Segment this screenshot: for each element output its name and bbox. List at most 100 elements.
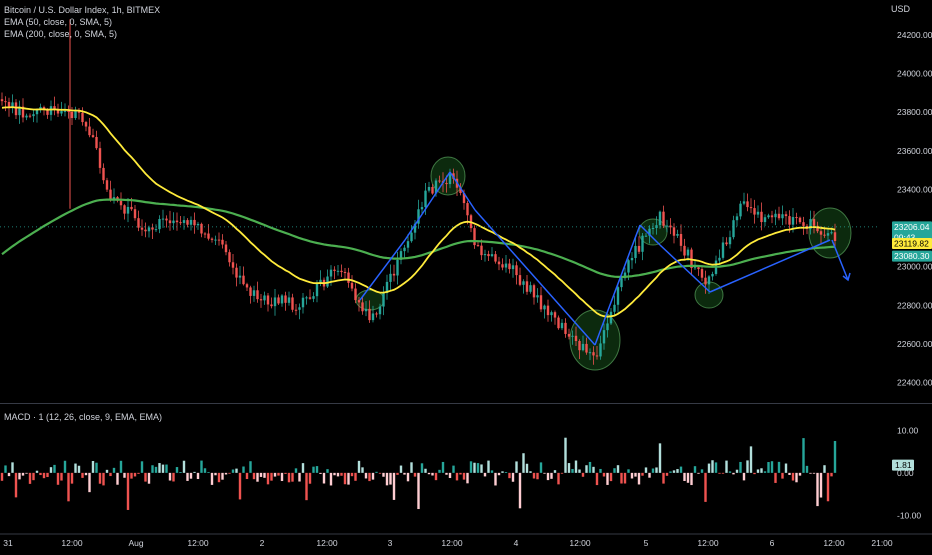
- macd-bar[interactable]: [361, 467, 364, 473]
- candle-down[interactable]: [200, 223, 203, 234]
- macd-bar[interactable]: [592, 466, 595, 473]
- macd-bar[interactable]: [224, 472, 228, 475]
- candle-down[interactable]: [462, 193, 466, 204]
- macd-bar[interactable]: [581, 472, 585, 477]
- macd-bar[interactable]: [599, 468, 602, 473]
- macd-bar[interactable]: [333, 472, 336, 476]
- macd-bar[interactable]: [543, 472, 546, 474]
- macd-bar[interactable]: [805, 465, 809, 473]
- macd-bar[interactable]: [245, 472, 249, 480]
- macd-bar[interactable]: [445, 472, 448, 475]
- candle-up[interactable]: [809, 219, 812, 229]
- macd-bar[interactable]: [760, 468, 763, 473]
- macd-bar[interactable]: [424, 468, 427, 473]
- candle-down[interactable]: [431, 186, 434, 194]
- macd-bar[interactable]: [714, 462, 718, 473]
- legend-ema200[interactable]: EMA (200, close, 0, SMA, 5): [4, 29, 118, 39]
- candle-down[interactable]: [343, 272, 347, 274]
- trendline-drawing[interactable]: [831, 239, 849, 281]
- macd-bar[interactable]: [102, 472, 105, 486]
- macd-bar[interactable]: [721, 472, 725, 474]
- macd-bar[interactable]: [189, 472, 193, 479]
- candle-up[interactable]: [550, 312, 553, 316]
- macd-bar[interactable]: [816, 472, 819, 507]
- candle-up[interactable]: [312, 296, 315, 299]
- macd-bar[interactable]: [613, 468, 616, 473]
- candle-down[interactable]: [98, 148, 102, 168]
- candle-down[interactable]: [21, 106, 25, 118]
- macd-bar[interactable]: [0, 472, 4, 481]
- candle-down[interactable]: [476, 245, 480, 247]
- macd-bar[interactable]: [490, 470, 494, 473]
- candle-up[interactable]: [483, 254, 487, 256]
- candle-down[interactable]: [546, 305, 550, 316]
- candle-up[interactable]: [830, 232, 833, 234]
- macd-bar[interactable]: [259, 472, 263, 477]
- candle-down[interactable]: [819, 231, 823, 235]
- candle-down[interactable]: [193, 219, 196, 226]
- candle-up[interactable]: [18, 106, 21, 116]
- candle-down[interactable]: [56, 108, 60, 114]
- macd-bar[interactable]: [266, 472, 270, 485]
- macd-bar[interactable]: [648, 472, 651, 478]
- macd-bar[interactable]: [546, 472, 550, 481]
- candle-up[interactable]: [613, 304, 616, 312]
- macd-bar[interactable]: [525, 463, 529, 473]
- candle-down[interactable]: [508, 263, 511, 270]
- candle-down[interactable]: [553, 312, 557, 318]
- candle-down[interactable]: [228, 252, 231, 263]
- macd-bar[interactable]: [231, 469, 235, 473]
- candle-down[interactable]: [207, 233, 210, 239]
- macd-bar[interactable]: [693, 466, 697, 473]
- macd-bar[interactable]: [291, 472, 294, 482]
- candle-down[interactable]: [567, 333, 571, 337]
- ema50-line[interactable]: [1, 106, 836, 318]
- macd-bar[interactable]: [571, 468, 574, 473]
- candle-up[interactable]: [732, 220, 735, 238]
- candle-down[interactable]: [221, 239, 224, 245]
- candle-down[interactable]: [662, 211, 665, 226]
- candle-down[interactable]: [445, 182, 448, 185]
- macd-bar[interactable]: [140, 461, 144, 473]
- macd-bar[interactable]: [532, 472, 536, 479]
- macd-bar[interactable]: [60, 472, 63, 481]
- macd-bar[interactable]: [469, 461, 473, 473]
- candle-down[interactable]: [277, 297, 280, 304]
- macd-bar[interactable]: [116, 472, 119, 485]
- candle-up[interactable]: [767, 215, 770, 218]
- macd-bar[interactable]: [732, 472, 735, 475]
- macd-bar[interactable]: [151, 465, 154, 473]
- candle-down[interactable]: [256, 290, 259, 300]
- candle-up[interactable]: [25, 115, 28, 118]
- macd-bar[interactable]: [550, 472, 553, 479]
- macd-bar[interactable]: [707, 463, 711, 473]
- candle-up[interactable]: [252, 290, 256, 296]
- candle-down[interactable]: [284, 295, 287, 303]
- candle-down[interactable]: [109, 189, 112, 200]
- macd-bar[interactable]: [627, 469, 630, 473]
- macd-bar[interactable]: [487, 460, 490, 473]
- candle-up[interactable]: [196, 223, 200, 226]
- candle-up[interactable]: [718, 257, 721, 261]
- candle-down[interactable]: [438, 180, 441, 182]
- macd-bar[interactable]: [620, 472, 623, 484]
- candle-down[interactable]: [368, 308, 371, 321]
- macd-bar[interactable]: [392, 472, 396, 500]
- macd-bar[interactable]: [413, 472, 417, 477]
- candle-up[interactable]: [623, 272, 627, 279]
- candle-up[interactable]: [529, 285, 532, 292]
- macd-bar[interactable]: [368, 472, 371, 482]
- macd-bar[interactable]: [609, 472, 613, 482]
- macd-bar[interactable]: [651, 468, 655, 473]
- candle-down[interactable]: [91, 135, 95, 137]
- candle-down[interactable]: [595, 355, 599, 357]
- candle-down[interactable]: [217, 239, 221, 241]
- candle-down[interactable]: [84, 122, 88, 127]
- macd-bar[interactable]: [567, 463, 571, 473]
- candle-down[interactable]: [224, 244, 228, 253]
- macd-bar[interactable]: [67, 472, 70, 502]
- candle-down[interactable]: [7, 101, 11, 108]
- candle-down[interactable]: [585, 343, 588, 353]
- macd-bar[interactable]: [630, 472, 634, 479]
- trendline-drawing[interactable]: [709, 239, 831, 293]
